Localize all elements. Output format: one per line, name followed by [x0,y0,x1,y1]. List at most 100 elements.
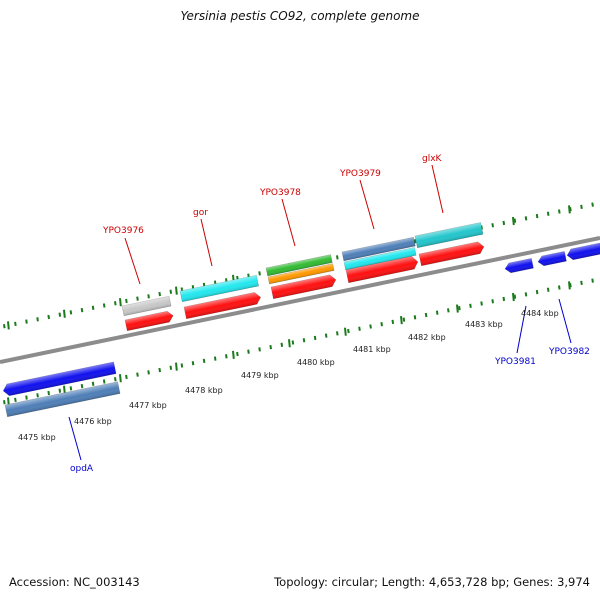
gene-ypo3978-b [267,263,335,285]
gene-ypo3979 [345,256,419,284]
tick-major-lower [175,362,178,371]
gene-label-ypo3979[interactable]: YPO3979 [339,169,381,179]
leader-line-ypo3978 [281,198,296,247]
gene-label-ypo3978[interactable]: YPO3978 [259,188,301,198]
tick-lower-minor [280,342,284,347]
tick-lower-minor [435,310,439,315]
tick-lower-minor [180,363,184,368]
tick-lower-minor [25,395,28,400]
gene-ypo3979-a [341,236,416,262]
gene-label-group: YPO3976 gor YPO3978 YPO3979 glxK opdA YPO3981 Y… [68,154,590,474]
tick-upper-minor [47,314,50,320]
tick-lower-minor [535,289,539,295]
tick-major-upper [119,298,122,307]
scale-label-4475: 4475 kbp [18,433,56,442]
tick-upper-minor [136,296,139,301]
gene-label-opda[interactable]: opdA [70,464,94,474]
scale-label-4484: 4484 kbp [521,309,559,318]
gene-label-glxk[interactable]: glxK [422,154,443,164]
tick-lower-minor [358,326,361,331]
tick-upper-minor [80,307,84,313]
tick-major-lower [232,350,235,359]
tick-lower-minor [36,393,39,398]
scale-label-4482: 4482 kbp [408,333,446,342]
tick-lower-minor [247,349,250,354]
scale-label-4480: 4480 kbp [297,358,335,367]
tick-lower-minor [480,301,483,306]
tick-major-lower [63,385,66,394]
leader-line-ypo3982 [558,298,572,344]
tick-upper-minor [336,255,339,260]
tick-lower-minor [380,322,383,327]
tick-upper-minor [524,216,528,221]
tick-upper-minor [258,271,261,276]
gene-glxk [418,241,485,267]
tick-lower-minor [91,381,95,386]
gene-label-gor[interactable]: gor [193,208,208,218]
tick-lower-minor [424,312,428,318]
tick-lower-minor [336,331,339,336]
gene-glxk-upper [414,222,484,249]
tick-lower-minor [591,278,594,283]
tick-lower-minor [202,358,206,364]
tick-lower-minor [191,361,195,366]
scale-label-4478: 4478 kbp [185,386,223,395]
tick-lower-minor [324,333,328,338]
gene-ypo3976-upper [121,295,172,317]
tick-upper-minor [102,303,106,308]
tick-lower-minor [269,344,272,350]
tick-lower-minor [302,338,306,343]
tick-major-lower [456,304,459,313]
tick-lower-minor [225,354,228,359]
tick-lower-minor [447,308,450,313]
tick-lower-minor [3,400,6,405]
tick-upper-minor [535,213,539,219]
tick-major-lower [344,327,347,336]
gene-label-ypo3982[interactable]: YPO3982 [548,347,590,357]
tick-upper-minor [413,239,417,244]
leader-line-glxk [431,164,444,214]
tick-lower-minor [114,377,117,382]
gene-ypo3976 [124,310,174,332]
tick-major-upper [568,205,571,214]
gene-ypo3978 [270,274,337,300]
tick-lower-minor [347,328,350,334]
gene-ypo3979-b [343,247,417,271]
tick-lower-minor [580,280,583,286]
tick-lower-minor [469,303,472,308]
tick-upper-minor [558,209,561,214]
tick-lower-minor [69,386,73,391]
gene-ypo3982-b [566,241,600,261]
tick-lower-minor [236,351,239,357]
tick-row-lower [3,278,594,406]
gene-track [2,222,600,418]
tick-lower-minor [369,324,372,329]
tick-upper-minor [169,289,173,294]
tick-major-lower [288,339,291,348]
tick-upper-minor [58,312,62,317]
tick-lower-minor [213,356,217,361]
tick-lower-minor [136,372,139,377]
gene-opda [2,361,117,397]
gene-label-ypo3981[interactable]: YPO3981 [494,357,536,367]
tick-lower-minor [80,383,84,389]
tick-lower-minor [58,388,62,393]
tick-upper-minor [580,204,583,210]
gene-label-ypo3976[interactable]: YPO3976 [102,226,144,236]
tick-lower-minor [313,335,317,341]
gene-ypo3982-a [537,250,567,267]
tick-lower-minor [402,317,406,322]
tick-lower-minor [147,370,150,375]
gene-opda-lower [4,381,121,418]
tick-major-lower [400,316,403,325]
tick-upper-minor [147,294,150,299]
tick-upper-minor [36,317,39,322]
tick-upper-minor [546,211,550,216]
tick-upper-minor [502,220,506,226]
tick-lower-minor [458,305,461,311]
leader-line-gor [200,218,213,267]
tick-major-lower [7,397,10,406]
tick-lower-minor [391,319,395,325]
accession-text: Accession: NC_003143 [9,575,140,589]
